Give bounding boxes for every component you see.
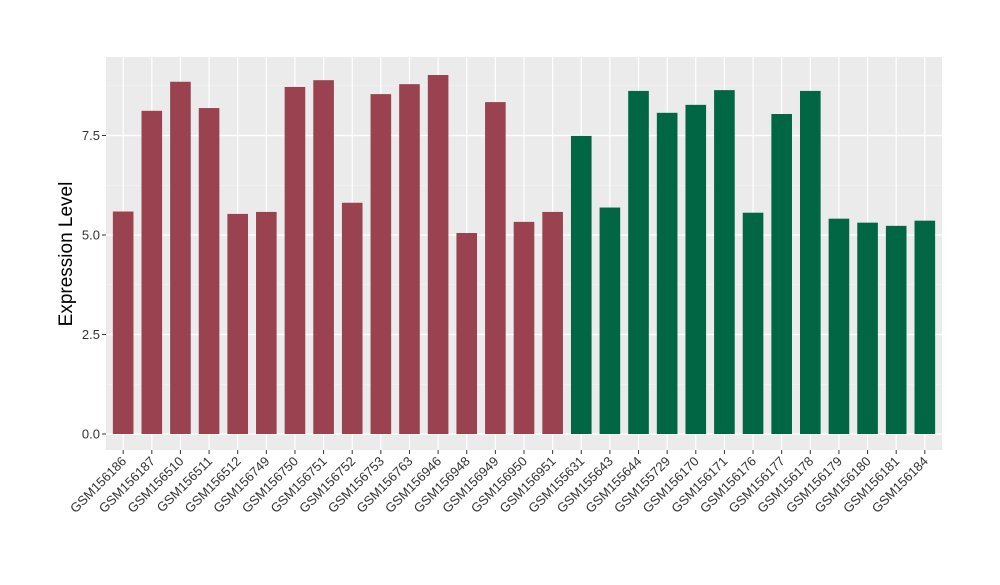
- bar-GSM156948: [456, 233, 478, 434]
- bar-GSM156511: [198, 108, 220, 435]
- bar-GSM156179: [828, 218, 850, 434]
- bar-GSM155729: [656, 112, 678, 435]
- y-tick-label: 7.5: [82, 128, 100, 143]
- bar-GSM156749: [256, 211, 277, 434]
- bar-GSM156177: [771, 114, 792, 435]
- bar-GSM155643: [599, 207, 621, 434]
- bar-GSM156187: [141, 110, 163, 434]
- y-tick-label: 2.5: [82, 327, 100, 342]
- bar-GSM156171: [714, 90, 735, 435]
- bar-GSM156176: [742, 212, 764, 434]
- bar-GSM155644: [628, 90, 649, 434]
- bar-GSM156946: [427, 75, 449, 434]
- bar-GSM156510: [170, 81, 191, 435]
- bar-GSM156170: [685, 104, 707, 434]
- bar-GSM156178: [799, 90, 821, 434]
- y-axis-label: Expression Level: [56, 182, 77, 327]
- bar-GSM156951: [542, 211, 563, 434]
- bar-GSM156949: [485, 102, 506, 435]
- bar-GSM156750: [284, 86, 306, 434]
- y-tick-label: 0.0: [82, 427, 100, 442]
- bar-GSM155631: [570, 135, 592, 434]
- bar-GSM156181: [885, 225, 907, 434]
- bar-GSM156950: [513, 221, 535, 434]
- y-tick-label: 5.0: [82, 228, 100, 243]
- bar-GSM156180: [857, 222, 878, 434]
- bar-GSM156184: [914, 220, 936, 434]
- bar-GSM156186: [112, 211, 134, 434]
- bar-GSM156752: [341, 202, 363, 434]
- bar-GSM156751: [313, 80, 334, 434]
- bar-GSM156512: [227, 213, 249, 434]
- bar-GSM156763: [399, 84, 420, 435]
- bar-GSM156753: [370, 94, 392, 434]
